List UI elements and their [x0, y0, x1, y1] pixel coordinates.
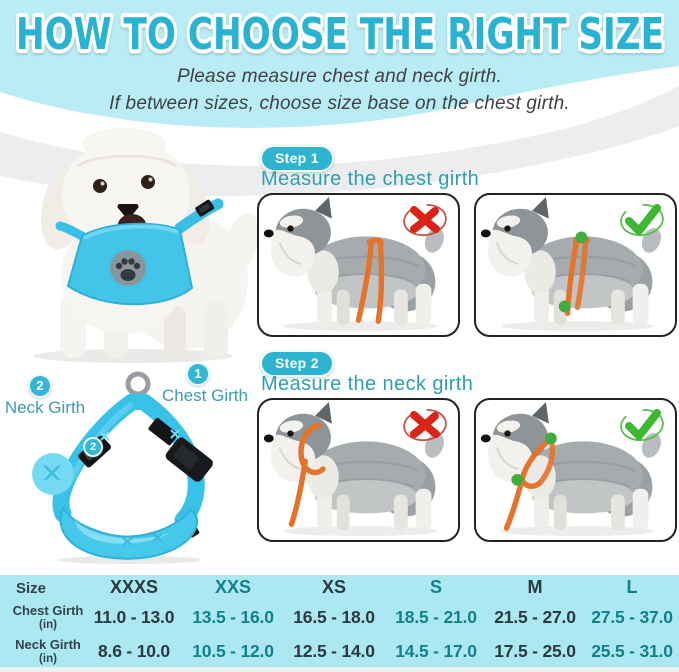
dog-correct-neck-strap-illustration — [479, 400, 666, 538]
column-header-s: S — [429, 577, 442, 597]
neck-girth-marker: 2 — [28, 374, 52, 398]
table-size-header: Size — [16, 580, 47, 597]
size-table — [0, 575, 679, 667]
right-check-icon — [620, 203, 664, 237]
chest-girth-row-unit: (in) — [39, 619, 57, 631]
neck-girth-m: 17.5 - 25.0 — [494, 641, 576, 661]
dog-correct-chest-strap-illustration — [479, 195, 666, 333]
subtitle-line-1: Please measure chest and neck girth. — [176, 66, 503, 87]
chest-girth-m: 21.5 - 27.0 — [494, 607, 576, 627]
chest-girth-label: Chest Girth — [162, 386, 248, 405]
harness-product-photo — [32, 371, 213, 564]
neck-girth-label: Neck Girth — [4, 398, 86, 417]
chest-girth-xxs: 13.5 - 16.0 — [192, 607, 274, 627]
neck-girth-row-unit: (in) — [39, 653, 57, 665]
neck-girth-marker-number: 2 — [36, 378, 44, 393]
step-1-heading: Measure the chest girth — [261, 168, 480, 190]
column-header-l: L — [626, 577, 638, 597]
step2-correct-example-panel — [474, 398, 677, 542]
step1-correct-example-panel — [474, 193, 677, 337]
neck-girth-row-label: Neck Girth (in) — [4, 638, 92, 666]
neck-girth-xxxs: 8.6 - 10.0 — [98, 641, 170, 661]
step-2-badge: Step 2 — [260, 350, 334, 377]
neck-strap-marker-number: 2 — [89, 441, 97, 453]
chest-girth-row-title: Chest Girth — [12, 603, 84, 618]
column-header-m: M — [527, 577, 543, 597]
step-2-heading: Measure the neck girth — [261, 373, 474, 395]
wrong-cross-icon — [403, 203, 447, 237]
bottom-strip — [0, 667, 679, 672]
step-2-badge-label: Step 2 — [275, 355, 319, 371]
header: HOW TO CHOOSE THE RIGHT SIZE — [12, 5, 668, 64]
page-title: HOW TO CHOOSE THE RIGHT SIZE — [16, 9, 664, 60]
column-header-xs: XS — [321, 577, 346, 597]
dog-loose-chest-strap-illustration — [262, 195, 449, 333]
chest-girth-s: 18.5 - 21.0 — [395, 607, 477, 627]
chest-girth-marker: 1 — [186, 362, 210, 386]
neck-girth-xxs: 10.5 - 12.0 — [192, 641, 274, 661]
neck-strap-marker: 2 — [83, 437, 103, 457]
wrong-cross-icon — [403, 408, 447, 442]
step-1-badge-label: Step 1 — [275, 150, 319, 166]
step2-wrong-example-panel — [257, 398, 460, 542]
column-header-xxxs: XXXS — [109, 577, 159, 597]
step-1-badge: Step 1 — [260, 145, 334, 172]
chest-girth-l: 27.5 - 37.0 — [591, 607, 673, 627]
column-header-xxs: XXS — [214, 577, 252, 597]
neck-girth-xs: 12.5 - 14.0 — [293, 641, 375, 661]
subtitle-line-2: If between sizes, choose size base on th… — [109, 93, 570, 114]
chest-girth-row-label: Chest Girth (in) — [4, 604, 92, 632]
chest-girth-xxxs: 11.0 - 13.0 — [93, 607, 175, 627]
right-check-icon — [620, 408, 664, 442]
neck-girth-row-title: Neck Girth — [15, 637, 81, 652]
dog-wearing-harness-photo — [33, 128, 258, 363]
chest-girth-xs: 16.5 - 18.0 — [293, 607, 375, 627]
chest-girth-marker-number: 1 — [194, 366, 202, 381]
neck-girth-s: 14.5 - 17.0 — [395, 641, 477, 661]
step1-wrong-example-panel — [257, 193, 460, 337]
dog-high-neck-strap-illustration — [262, 400, 449, 538]
neck-girth-l: 25.5 - 31.0 — [591, 641, 673, 661]
